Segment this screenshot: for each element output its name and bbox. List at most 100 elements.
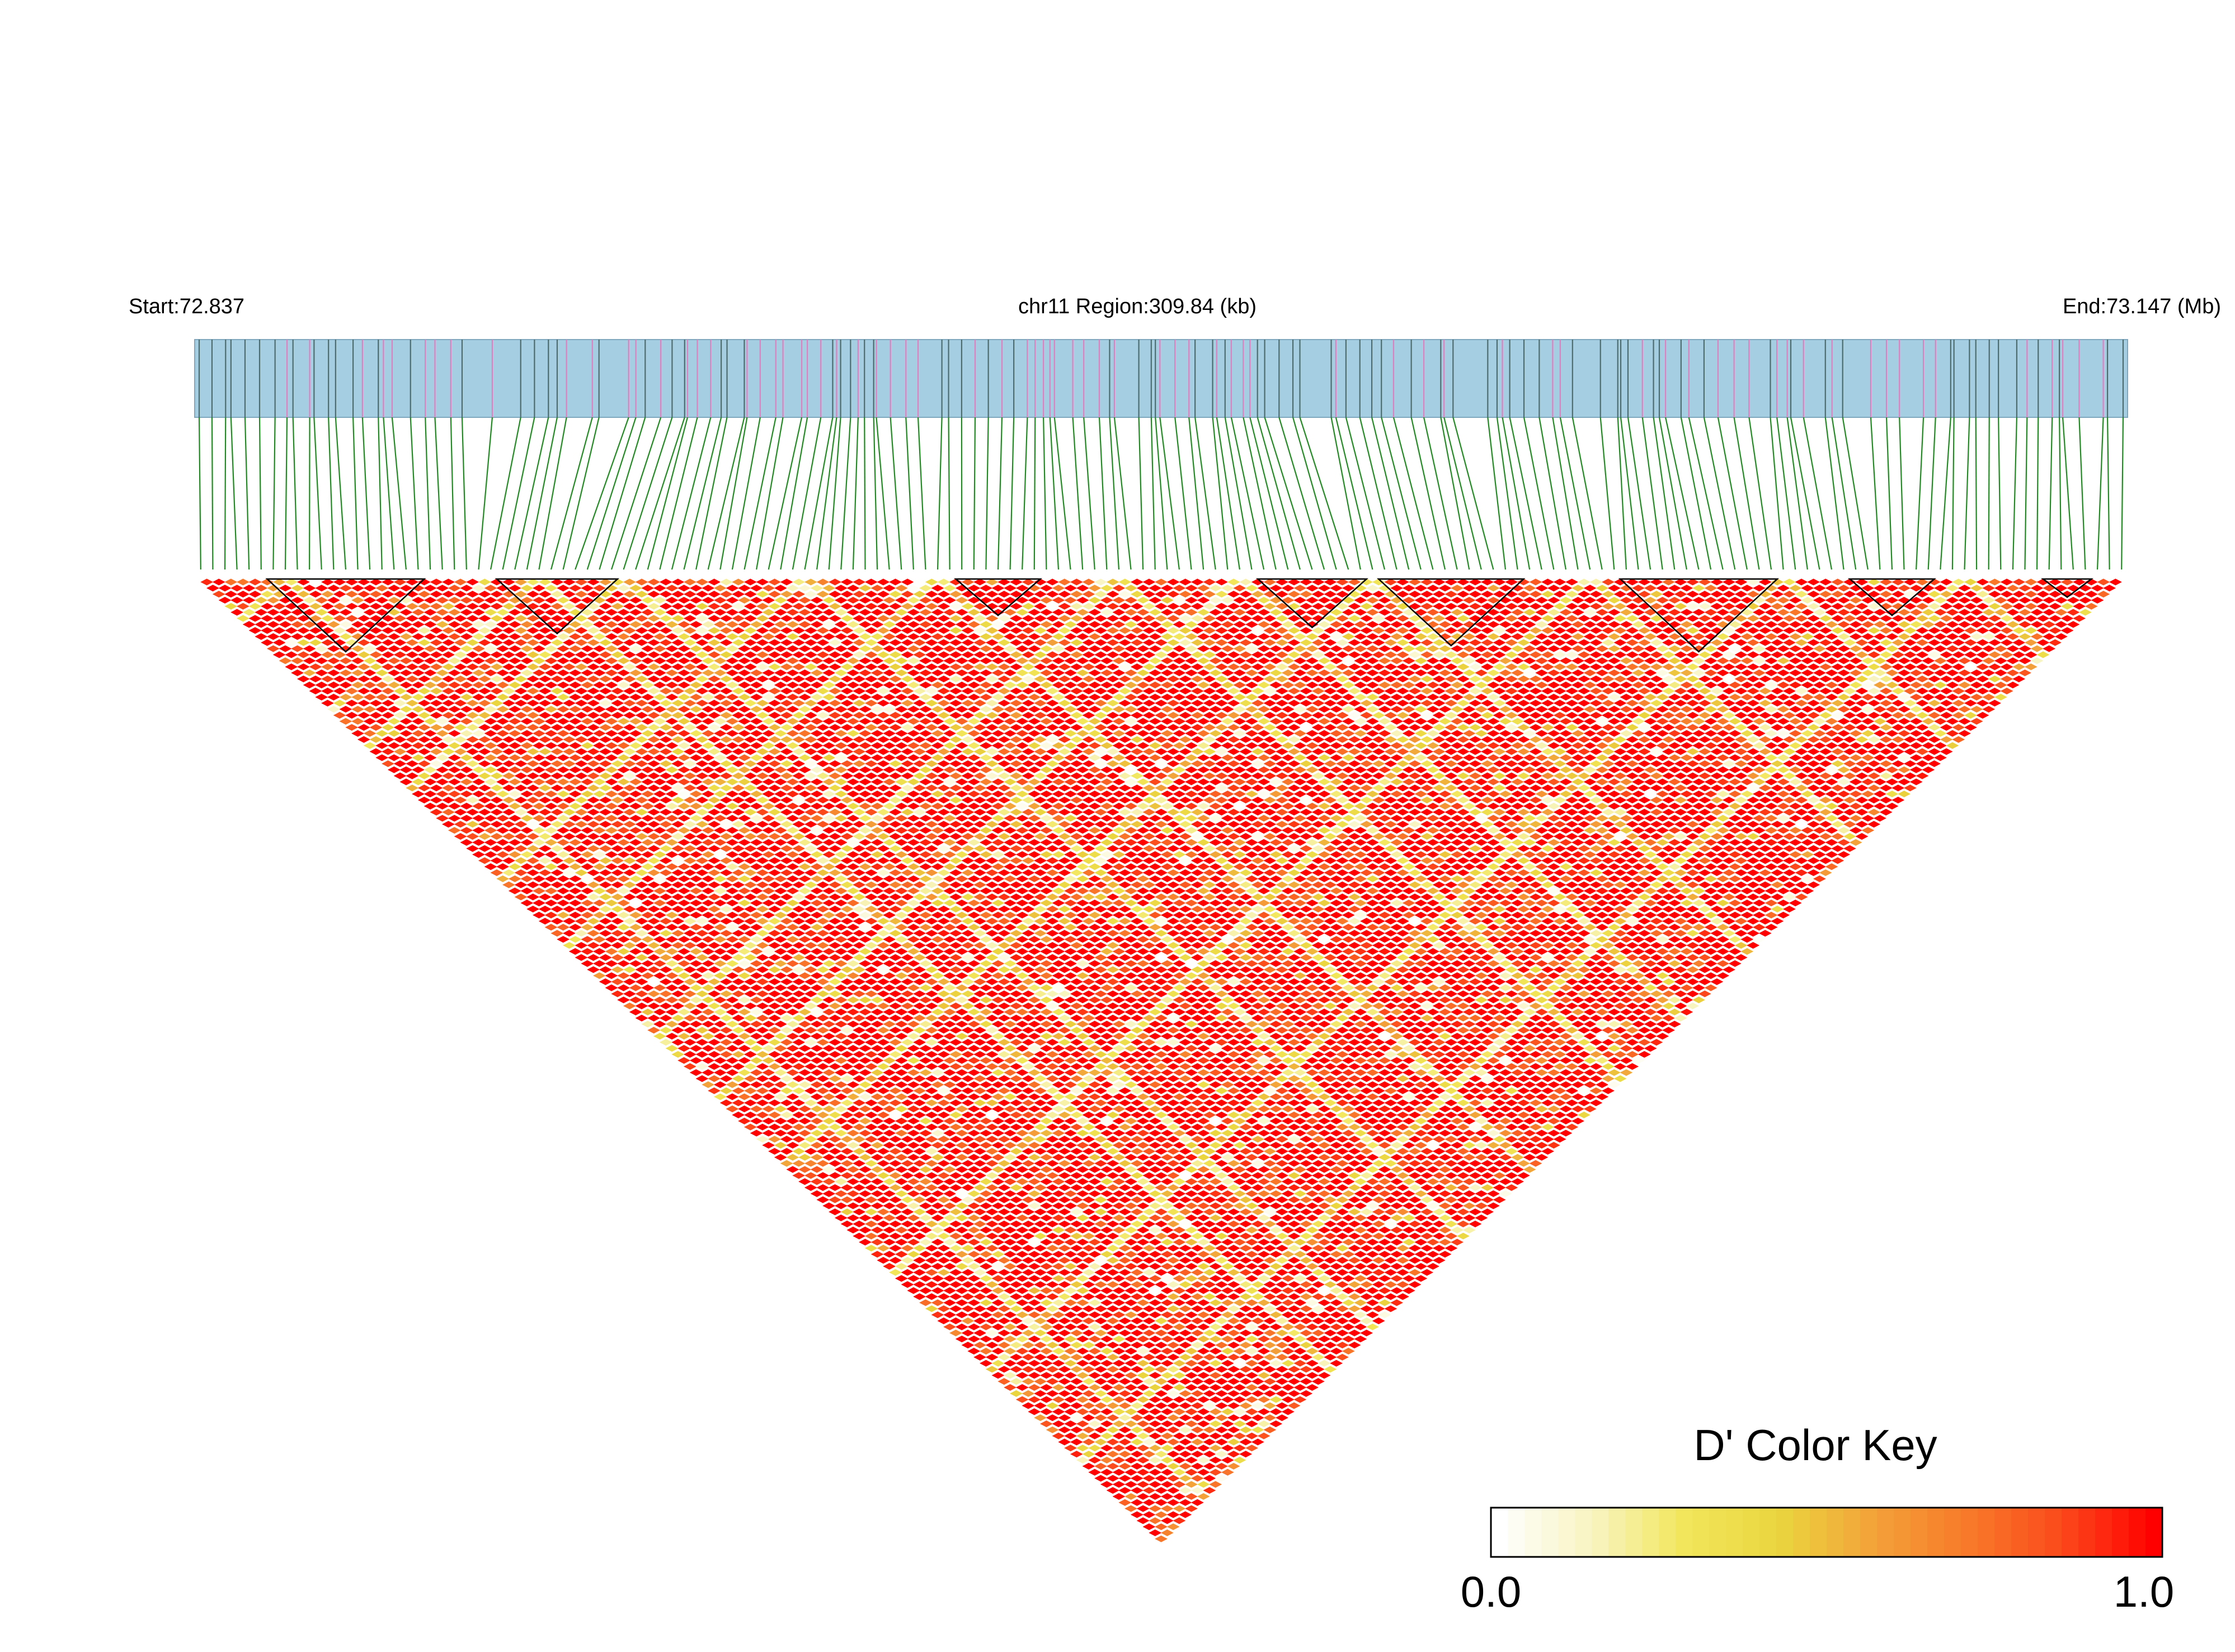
ld-cell xyxy=(1166,1378,1180,1385)
ld-cell xyxy=(1009,1160,1023,1167)
ld-cell xyxy=(623,833,636,840)
ld-cell xyxy=(798,936,811,943)
ld-cell xyxy=(1039,1287,1053,1294)
ld-cell xyxy=(563,784,576,792)
ld-cell xyxy=(719,917,733,925)
ld-cell xyxy=(1263,1354,1277,1361)
ld-cell xyxy=(1058,1184,1071,1191)
ld-cell xyxy=(853,1051,866,1058)
ld-cell xyxy=(1100,1142,1113,1149)
ld-cell xyxy=(859,863,872,870)
ld-cell xyxy=(587,760,600,768)
snp-connector xyxy=(410,417,419,570)
ld-cell xyxy=(913,954,926,961)
ld-cell xyxy=(484,609,497,616)
ld-cell xyxy=(1118,1426,1132,1433)
ld-cell xyxy=(744,1051,757,1058)
ld-cell xyxy=(997,1184,1011,1191)
ld-cell xyxy=(1197,1215,1210,1222)
ld-cell xyxy=(671,930,685,937)
ld-cell xyxy=(382,603,394,610)
ld-cell xyxy=(750,875,763,882)
ld-cell xyxy=(708,1063,721,1070)
ld-cell xyxy=(466,833,479,840)
ld-cell xyxy=(1046,1317,1059,1325)
ld-cell xyxy=(895,1275,908,1282)
ld-cell xyxy=(961,1014,975,1022)
ld-cell xyxy=(1100,1287,1113,1294)
ld-cell xyxy=(756,1003,769,1010)
ld-cell xyxy=(834,936,848,943)
ld-cell xyxy=(943,1069,957,1076)
ld-cell xyxy=(708,712,721,719)
ld-cell xyxy=(943,1057,957,1064)
ld-cell xyxy=(611,736,624,743)
ld-cell xyxy=(1324,1342,1337,1349)
ld-cell xyxy=(617,730,630,737)
ld-cell xyxy=(756,905,769,912)
ld-cell xyxy=(973,1123,986,1131)
ld-cell xyxy=(550,808,564,816)
ld-cell xyxy=(883,1166,896,1173)
ld-cell xyxy=(864,1184,878,1191)
ld-cell xyxy=(641,681,655,689)
ld-cell xyxy=(533,645,545,652)
ld-cell xyxy=(985,1293,999,1300)
ld-cell xyxy=(1009,1232,1023,1240)
ld-cell xyxy=(1155,1511,1168,1518)
ld-cell xyxy=(1179,1366,1192,1373)
ld-cell xyxy=(1082,1462,1095,1470)
ld-cell xyxy=(780,833,793,840)
ld-cell xyxy=(762,911,775,919)
ld-cell xyxy=(599,893,612,901)
ld-cell xyxy=(756,784,769,792)
ld-cell xyxy=(689,754,703,761)
ld-cell xyxy=(363,645,377,652)
ld-cell xyxy=(587,578,600,586)
ld-cell xyxy=(544,802,558,809)
ld-cell xyxy=(925,1281,938,1288)
ld-cell xyxy=(919,1287,932,1294)
ld-cell xyxy=(339,645,352,652)
ld-cell xyxy=(695,760,709,768)
ld-cell xyxy=(635,663,648,670)
ld-cell xyxy=(665,875,679,882)
ld-cell xyxy=(236,578,250,586)
ld-cell xyxy=(864,1112,878,1119)
ld-cell xyxy=(834,948,848,955)
ld-cell xyxy=(617,827,630,834)
ld-cell xyxy=(919,936,932,943)
ld-cell xyxy=(538,675,552,683)
ld-cell xyxy=(708,942,721,949)
ld-cell xyxy=(1004,996,1017,1004)
ld-cell xyxy=(333,699,346,707)
ld-cell xyxy=(979,1178,992,1185)
ld-cell xyxy=(895,960,908,967)
ld-cell xyxy=(1046,1196,1059,1203)
snp-connector xyxy=(780,417,808,570)
ld-cell xyxy=(949,1305,962,1312)
ld-cell xyxy=(568,936,582,943)
ld-cell xyxy=(901,893,914,901)
ld-cell xyxy=(840,978,854,985)
ld-cell xyxy=(490,808,504,816)
ld-cell xyxy=(859,1202,872,1209)
ld-cell xyxy=(599,905,612,912)
ld-cell xyxy=(913,1123,926,1131)
ld-cell xyxy=(538,893,552,901)
ld-cell xyxy=(846,1069,860,1076)
ld-cell xyxy=(871,887,884,895)
ld-cell xyxy=(339,681,352,689)
ld-cell xyxy=(810,960,824,967)
ld-cell xyxy=(913,1039,926,1046)
ld-cell xyxy=(563,760,576,768)
ld-cell xyxy=(406,639,419,646)
ld-cell xyxy=(1046,1172,1059,1179)
ld-cell xyxy=(550,615,564,622)
ld-cell xyxy=(526,784,540,792)
ld-cell xyxy=(460,790,473,798)
ld-cell xyxy=(955,1020,968,1028)
ld-cell xyxy=(538,821,552,828)
ld-cell xyxy=(979,1057,992,1064)
ld-cell xyxy=(224,603,238,610)
